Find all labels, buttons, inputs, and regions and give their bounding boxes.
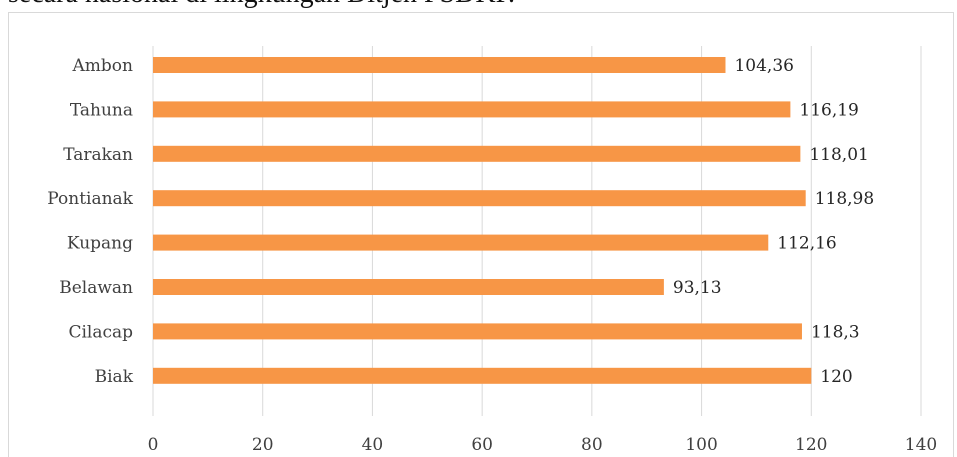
bar (153, 323, 802, 340)
x-tick-label: 40 (362, 435, 384, 455)
bar (153, 57, 726, 73)
data-label: 118,98 (815, 189, 874, 209)
x-tick-label: 140 (905, 435, 937, 455)
data-label: 118,01 (809, 145, 868, 165)
tick-labels: 0 20 40 60 80 100 120 140 (148, 435, 938, 455)
data-label: 116,19 (799, 100, 858, 120)
bar (153, 279, 664, 295)
category-label: Biak (95, 367, 134, 387)
category-label: Pontianak (47, 189, 133, 209)
bar (153, 234, 769, 251)
category-label: Ambon (72, 56, 134, 76)
category-label: Cilacap (68, 322, 133, 342)
chart-frame: Ambon Tahuna Tarakan Pontianak Kupang Belawan… (8, 12, 954, 457)
x-tick-label: 60 (471, 435, 493, 455)
header-text: secara nasional di lingkungan Ditjen PSD… (8, 0, 515, 10)
data-label: 118,3 (811, 322, 860, 342)
bars-layer (153, 57, 812, 384)
x-tick-label: 120 (795, 435, 827, 455)
bar-chart: Ambon Tahuna Tarakan Pontianak Kupang Belawan… (47, 46, 938, 455)
data-label: 112,16 (777, 234, 836, 254)
category-labels: Ambon Tahuna Tarakan Pontianak Kupang Belawan… (47, 56, 133, 387)
data-label: 120 (820, 367, 852, 387)
bar (153, 190, 806, 207)
category-label: Belawan (59, 278, 133, 298)
x-tick-label: 80 (581, 435, 603, 455)
bar (153, 101, 791, 118)
bar (153, 145, 801, 162)
data-labels: 104,36 116,19 118,01 118,98 112,16 93,13 118,3… (673, 56, 874, 387)
data-label: 93,13 (673, 278, 722, 298)
category-label: Tarakan (63, 145, 133, 165)
category-label: Kupang (67, 234, 133, 254)
category-label: Tahuna (70, 100, 133, 120)
data-label: 104,36 (734, 56, 793, 76)
x-tick-label: 0 (148, 435, 159, 455)
x-tick-label: 20 (252, 435, 274, 455)
x-tick-label: 100 (685, 435, 717, 455)
bar (153, 367, 812, 384)
